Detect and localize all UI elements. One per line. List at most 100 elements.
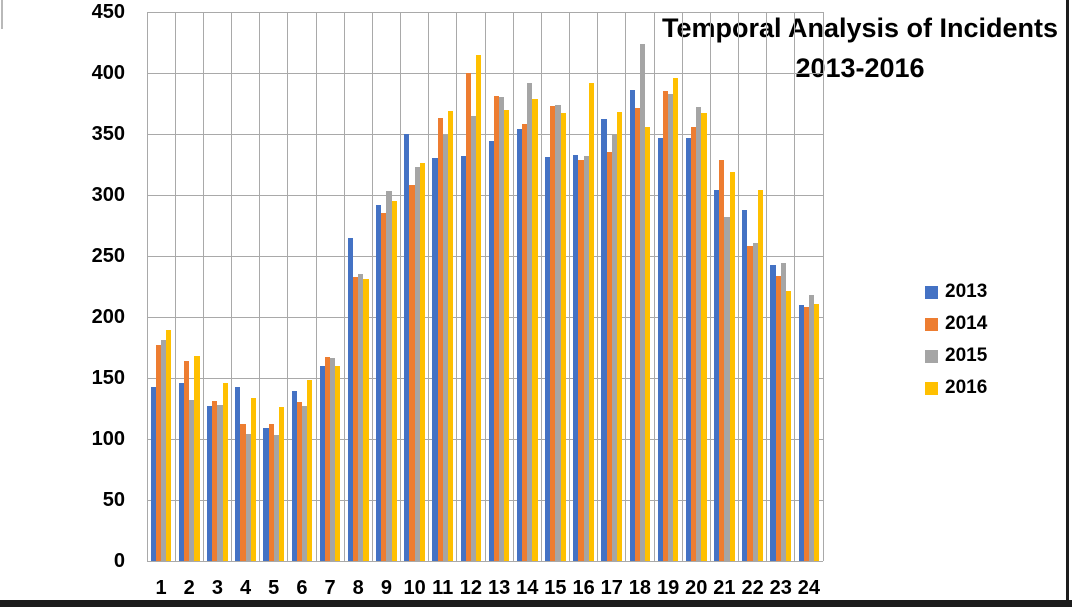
- x-tick-label-21: 21: [713, 577, 736, 599]
- legend-item-2013: 2013: [925, 276, 987, 308]
- y-tick-label-200: 200: [91, 306, 125, 328]
- bar-2016-h16: [588, 82, 594, 561]
- bar-2016-h22: [757, 190, 763, 561]
- bar-2015-h2: [189, 399, 195, 561]
- bar-2013-h11: [432, 158, 438, 561]
- bar-2014-h5: [268, 424, 274, 561]
- y-tick-label-350: 350: [91, 123, 125, 145]
- legend-item-2014: 2014: [925, 308, 987, 340]
- x-tick-label-2: 2: [183, 577, 195, 599]
- bar-2013-h9: [376, 204, 382, 561]
- bar-2015-h18: [639, 43, 646, 561]
- bar-2016-h9: [391, 201, 397, 561]
- bar-2016-h23: [785, 291, 791, 561]
- bar-2013-h6: [291, 391, 297, 561]
- bar-2015-h15: [555, 104, 561, 561]
- x-tick-label-9: 9: [380, 577, 392, 599]
- x-tick-label-10: 10: [403, 577, 426, 599]
- vertical-gridline: [540, 12, 542, 561]
- vertical-gridline: [371, 12, 373, 561]
- x-tick-label-16: 16: [572, 577, 595, 599]
- horizontal-gridline: [147, 316, 823, 318]
- bar-2015-h9: [386, 191, 392, 561]
- x-tick-label-11: 11: [432, 577, 454, 599]
- bar-2016-h6: [307, 380, 313, 561]
- bar-2014-h22: [747, 246, 753, 561]
- bar-2016-h5: [278, 407, 284, 561]
- bar-2014-h4: [240, 424, 246, 561]
- bar-2015-h3: [217, 404, 223, 561]
- bar-2015-h19: [668, 93, 674, 561]
- bar-2013-h19: [657, 137, 663, 561]
- bar-2013-h4: [235, 386, 241, 561]
- bar-2014-h2: [184, 360, 190, 561]
- y-tick-label-150: 150: [91, 367, 125, 389]
- x-tick-label-1: 1: [155, 577, 167, 599]
- bar-2014-h12: [465, 73, 471, 561]
- x-tick-label-15: 15: [544, 577, 567, 599]
- x-tick-label-19: 19: [656, 577, 680, 599]
- vertical-gridline: [625, 12, 627, 561]
- vertical-gridline: [738, 12, 739, 561]
- bar-2015-h21: [724, 216, 730, 561]
- bar-2016-h17: [616, 112, 622, 561]
- vertical-gridline: [653, 12, 655, 561]
- vertical-gridline: [259, 12, 261, 561]
- bar-2013-h21: [714, 190, 720, 561]
- left-edge-artifact: [1, 0, 3, 29]
- bar-2013-h2: [178, 382, 185, 561]
- bar-2016-h18: [645, 126, 651, 561]
- y-tick-label-50: 50: [102, 489, 125, 511]
- y-tick-label-300: 300: [91, 184, 125, 206]
- bar-2015-h10: [414, 166, 420, 561]
- bar-2013-h5: [263, 428, 269, 561]
- bar-2015-h22: [752, 242, 758, 561]
- bar-2016-h21: [729, 171, 735, 561]
- vertical-gridline: [400, 12, 401, 561]
- bar-2016-h19: [673, 77, 679, 561]
- bar-2015-h1: [161, 340, 167, 561]
- bar-2014-h1: [155, 345, 162, 561]
- x-tick-label-23: 23: [769, 577, 792, 599]
- legend-swatch-2015: [925, 349, 938, 363]
- bar-2014-h21: [719, 159, 725, 561]
- x-tick-label-8: 8: [352, 577, 364, 599]
- vertical-gridline: [287, 12, 289, 561]
- bar-2015-h23: [780, 263, 786, 561]
- x-tick-label-17: 17: [600, 577, 623, 599]
- bar-2016-h2: [194, 356, 200, 561]
- vertical-gridline: [484, 12, 486, 561]
- y-tick-label-250: 250: [91, 245, 125, 267]
- bar-2013-h15: [545, 157, 551, 561]
- legend: 2013 2014 2015 2016: [925, 276, 987, 404]
- vertical-gridline: [456, 12, 458, 561]
- bar-2013-h13: [488, 141, 494, 561]
- bar-2015-h16: [583, 155, 589, 561]
- bar-2015-h5: [273, 435, 279, 561]
- legend-swatch-2014: [925, 317, 938, 331]
- bar-2016-h7: [335, 365, 341, 561]
- chart-title-line2: 2013-2016: [795, 53, 925, 83]
- horizontal-gridline: [147, 194, 823, 196]
- bar-2014-h15: [550, 105, 556, 561]
- bar-2014-h14: [522, 124, 528, 561]
- bar-2016-h10: [419, 163, 425, 561]
- horizontal-gridline: [147, 11, 823, 13]
- bar-2014-h20: [691, 126, 697, 561]
- bar-2014-h7: [324, 357, 331, 561]
- bar-2013-h3: [207, 406, 213, 561]
- vertical-gridline: [343, 12, 345, 561]
- bar-2013-h17: [601, 119, 607, 561]
- horizontal-gridline: [147, 72, 823, 74]
- bar-2014-h10: [409, 185, 415, 561]
- chart-title-line1: Temporal Analysis of Incidents: [661, 13, 1059, 43]
- x-tick-label-13: 13: [487, 577, 511, 599]
- bar-2015-h8: [358, 274, 364, 561]
- bar-2013-h12: [460, 155, 466, 561]
- horizontal-gridline: [147, 133, 823, 135]
- bar-2016-h15: [560, 113, 566, 561]
- plot-area: [146, 11, 824, 562]
- bar-2013-h16: [573, 154, 579, 561]
- vertical-gridline: [766, 12, 768, 561]
